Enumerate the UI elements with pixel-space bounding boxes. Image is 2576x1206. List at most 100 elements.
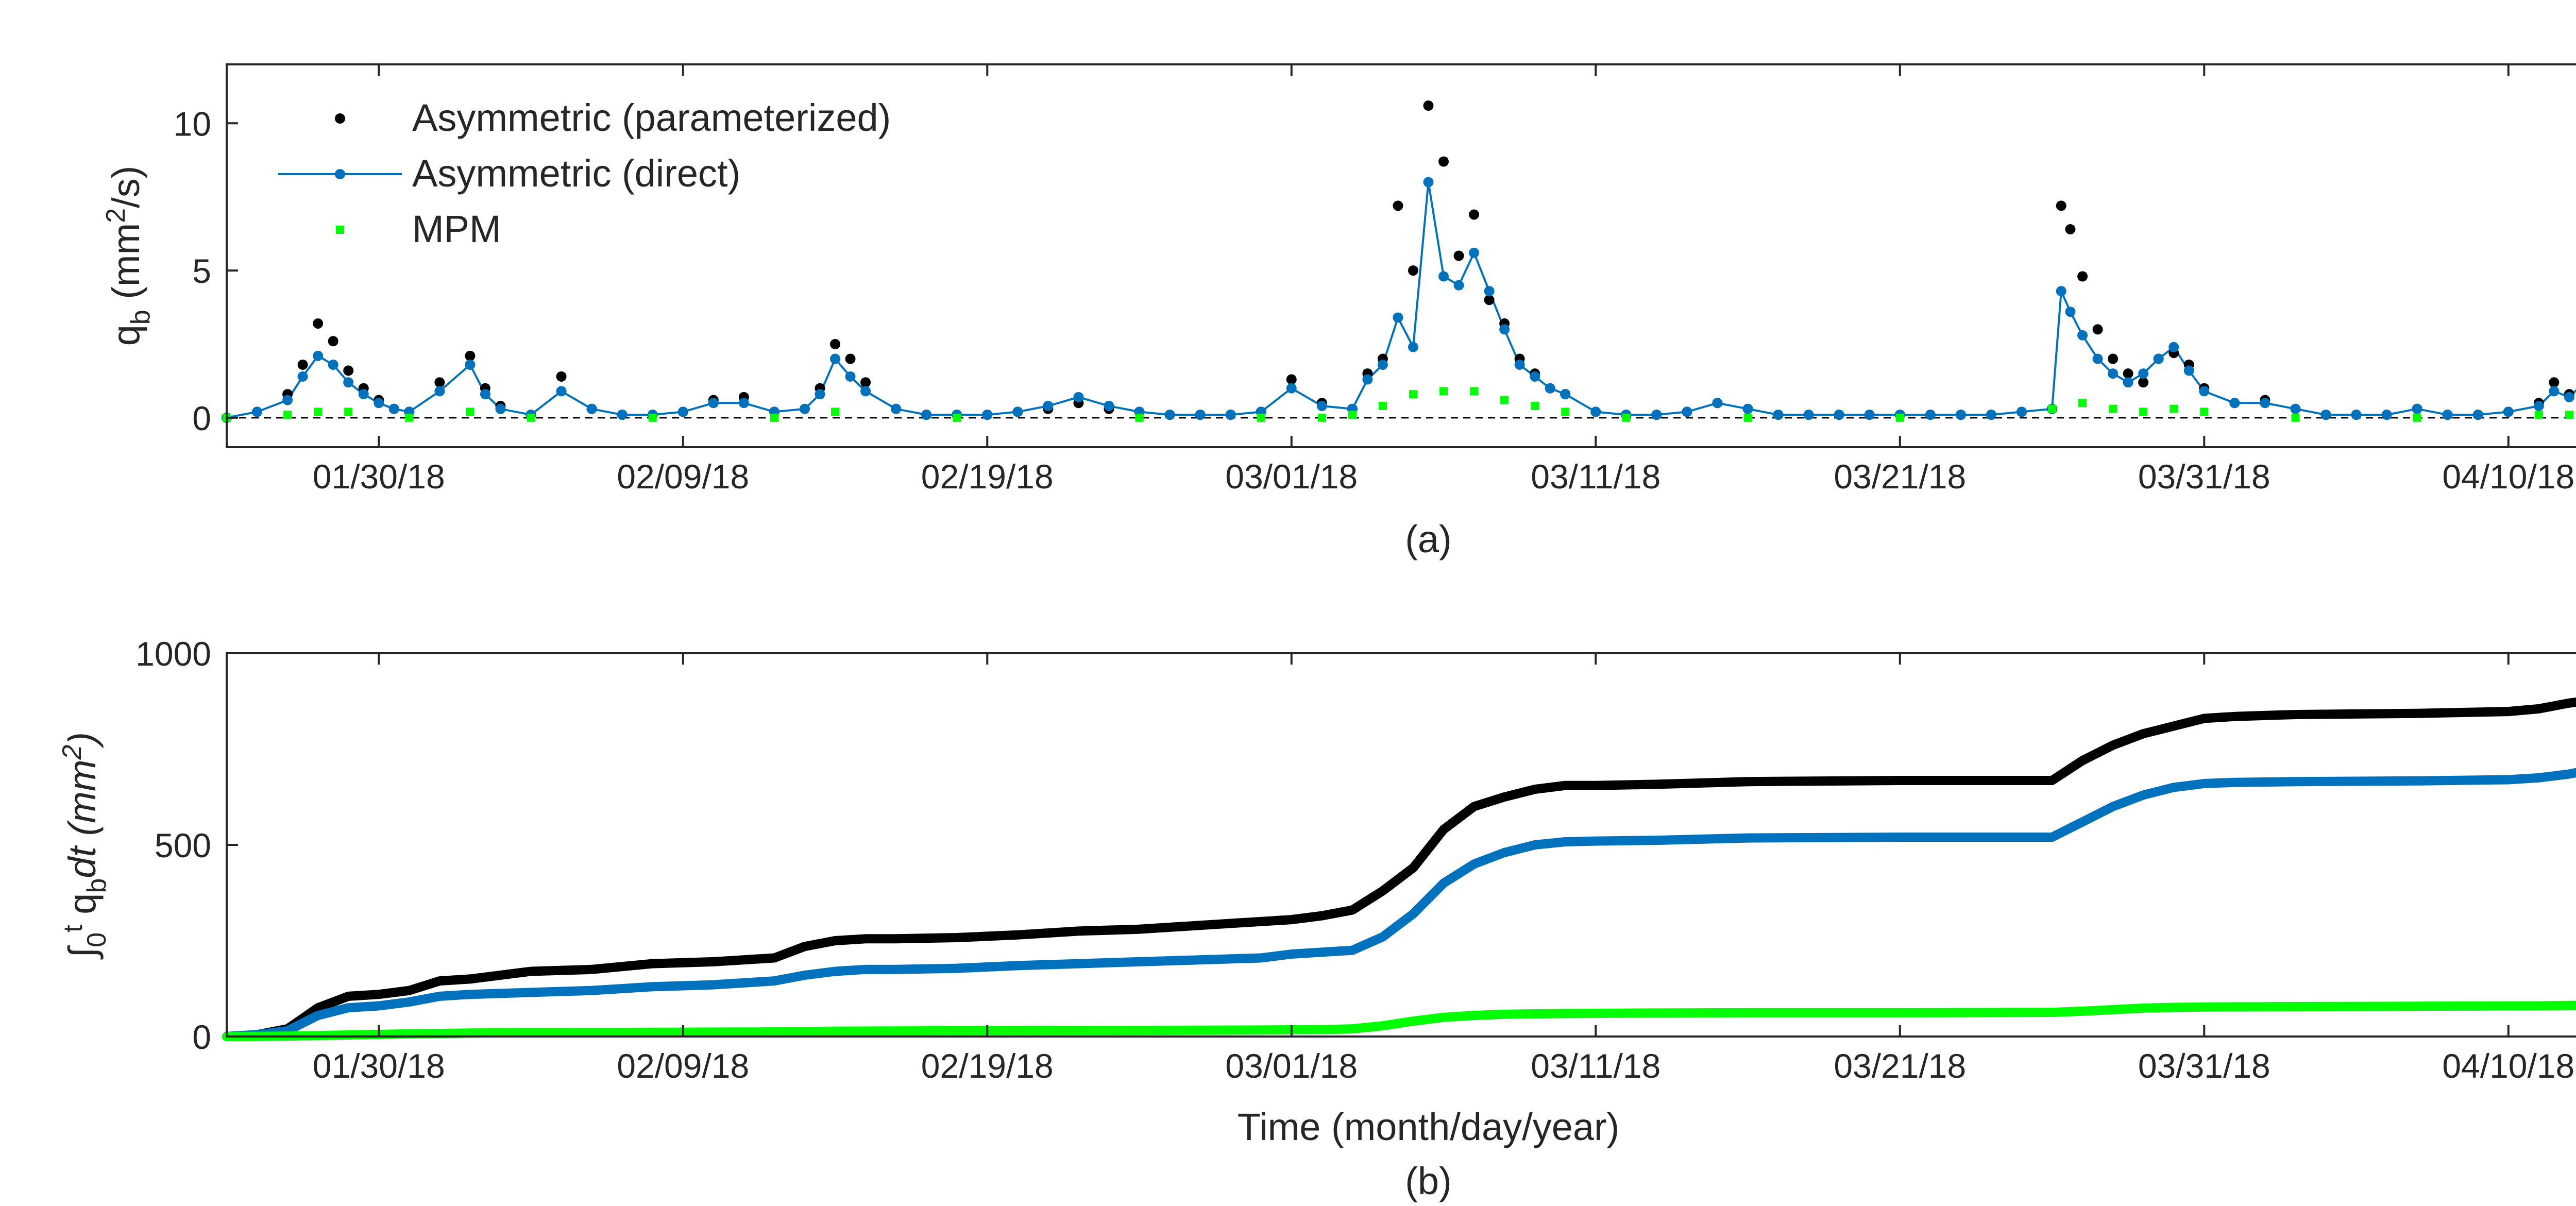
series-direct-point: [2472, 410, 2483, 420]
panel-b-data: [222, 697, 2576, 1041]
series-param-point: [465, 350, 476, 361]
series-param-point: [830, 338, 841, 349]
x-tick-label: 02/09/18: [617, 457, 749, 496]
x-tick-label: 03/21/18: [1834, 457, 1966, 496]
series-direct-point: [2092, 353, 2103, 364]
series-mpm-point: [1622, 413, 1631, 422]
series-direct-point: [1043, 400, 1054, 411]
series-direct-point: [1955, 410, 1966, 420]
series-direct-point: [1073, 392, 1084, 402]
series-direct-point: [1682, 406, 1692, 417]
series-mpm-point: [344, 407, 353, 416]
series-mpm-point: [1561, 407, 1570, 416]
series-direct-point: [2412, 403, 2422, 414]
x-tick-label: 04/10/18: [2442, 1047, 2574, 1085]
series-direct-point: [2183, 365, 2194, 376]
series-direct-point: [1438, 271, 1449, 282]
series-direct-point: [1742, 403, 1753, 414]
series-direct-point: [1986, 410, 1996, 420]
series-direct-point: [2290, 403, 2301, 414]
series-mpm-point: [648, 413, 657, 422]
x-tick-label: 03/31/18: [2138, 1047, 2270, 1085]
panel-b-label: (b): [1405, 1160, 1451, 1202]
panel-b-axes-frame: [226, 652, 2576, 1038]
ylabel-a-units-post: /s): [105, 166, 147, 208]
series-mpm-point: [466, 407, 474, 416]
series-param-point: [860, 377, 871, 388]
series-direct-point: [815, 389, 825, 400]
x-tick-label: 03/01/18: [1225, 457, 1358, 496]
ylabel-b-integral: ∫: [61, 945, 104, 960]
series-direct-point: [1545, 383, 1555, 394]
panel-b: 01/30/18 02/09/18 02/19/18 03/01/18 03/11/18…: [57, 635, 2576, 1202]
series-mpm-point: [2048, 404, 2057, 413]
ylabel-a-units-pre: (mm: [105, 223, 147, 310]
series-direct-point: [1514, 359, 1525, 370]
series-param-point: [1393, 200, 1403, 211]
series-direct-point: [1195, 410, 1206, 420]
series-param-point: [1438, 156, 1449, 167]
x-tick-label: 01/30/18: [313, 457, 445, 496]
series-param-point: [1408, 265, 1418, 276]
series-direct-point: [282, 395, 293, 405]
ylabel-b-sub0: 0: [82, 932, 112, 947]
series-direct-point: [465, 359, 476, 370]
series-mpm-point: [1439, 387, 1448, 396]
series-mpm-point: [2565, 411, 2573, 419]
series-mpm-point: [1348, 411, 1357, 419]
series-direct-point: [1286, 383, 1297, 394]
series-param-point: [2123, 368, 2133, 379]
series-direct-point: [921, 410, 932, 420]
series-mpm-point: [2109, 404, 2117, 413]
series-direct-point: [1393, 312, 1403, 323]
series-mpm-point: [2534, 411, 2543, 419]
series-param-point: [313, 318, 324, 329]
series-direct-point: [1590, 406, 1601, 417]
series-direct-point: [1773, 410, 1784, 420]
series-direct-point: [2108, 368, 2119, 379]
series-param-point: [1423, 100, 1434, 111]
x-tick-label: 01/30/18: [313, 1047, 445, 1085]
series-mpm-point: [405, 413, 414, 422]
series-direct-point: [1469, 247, 1480, 258]
series-param-point: [1453, 250, 1464, 261]
series-mpm-point: [1531, 401, 1539, 410]
series-param-point: [1469, 209, 1480, 220]
series-direct-point: [374, 398, 384, 409]
panel-b-ylabel: ∫0t qbdt (mm2): [57, 732, 112, 960]
series-direct-point: [556, 386, 567, 397]
series-param-point: [2065, 224, 2076, 235]
series-direct-point: [2153, 353, 2164, 364]
series-mpm-point: [1895, 413, 1904, 422]
panel-a-label: (a): [1405, 518, 1451, 560]
series-mpm-point: [2170, 404, 2178, 413]
x-tick-label: 03/01/18: [1225, 1047, 1358, 1085]
x-tick-label: 03/11/18: [1531, 457, 1660, 496]
series-direct-point: [2260, 398, 2270, 409]
series-param-point: [2092, 324, 2103, 335]
series-mpm-point: [1470, 387, 1479, 396]
legend-direct-marker: [335, 169, 345, 179]
series-direct-point: [1316, 400, 1327, 411]
legend: Asymmetric (parameterized) Asymmetric (d…: [278, 96, 891, 250]
series-mpm-point: [2139, 407, 2148, 416]
x-tick-label: 04/10/18: [2442, 457, 2574, 496]
series-param-point: [1484, 295, 1495, 305]
x-tick-label: 03/31/18: [2138, 457, 2270, 496]
x-tick-label: 02/09/18: [617, 1047, 749, 1085]
series-mpm-point: [314, 407, 323, 416]
series-mpm-point: [1257, 413, 1265, 422]
series-direct-point: [2351, 410, 2362, 420]
series-direct-point: [495, 403, 506, 414]
series-direct-point: [2016, 406, 2027, 417]
series-direct-point: [2065, 307, 2076, 317]
series-mpm-point: [1743, 413, 1752, 422]
series-direct-point: [891, 403, 902, 414]
series-mpm-point: [2078, 399, 2087, 407]
series-direct-point: [1362, 374, 1373, 385]
series-direct-point: [1834, 410, 1844, 420]
series-direct-point: [1408, 342, 1418, 352]
series-direct-point: [2077, 330, 2088, 341]
series-direct-point: [1499, 324, 1510, 335]
